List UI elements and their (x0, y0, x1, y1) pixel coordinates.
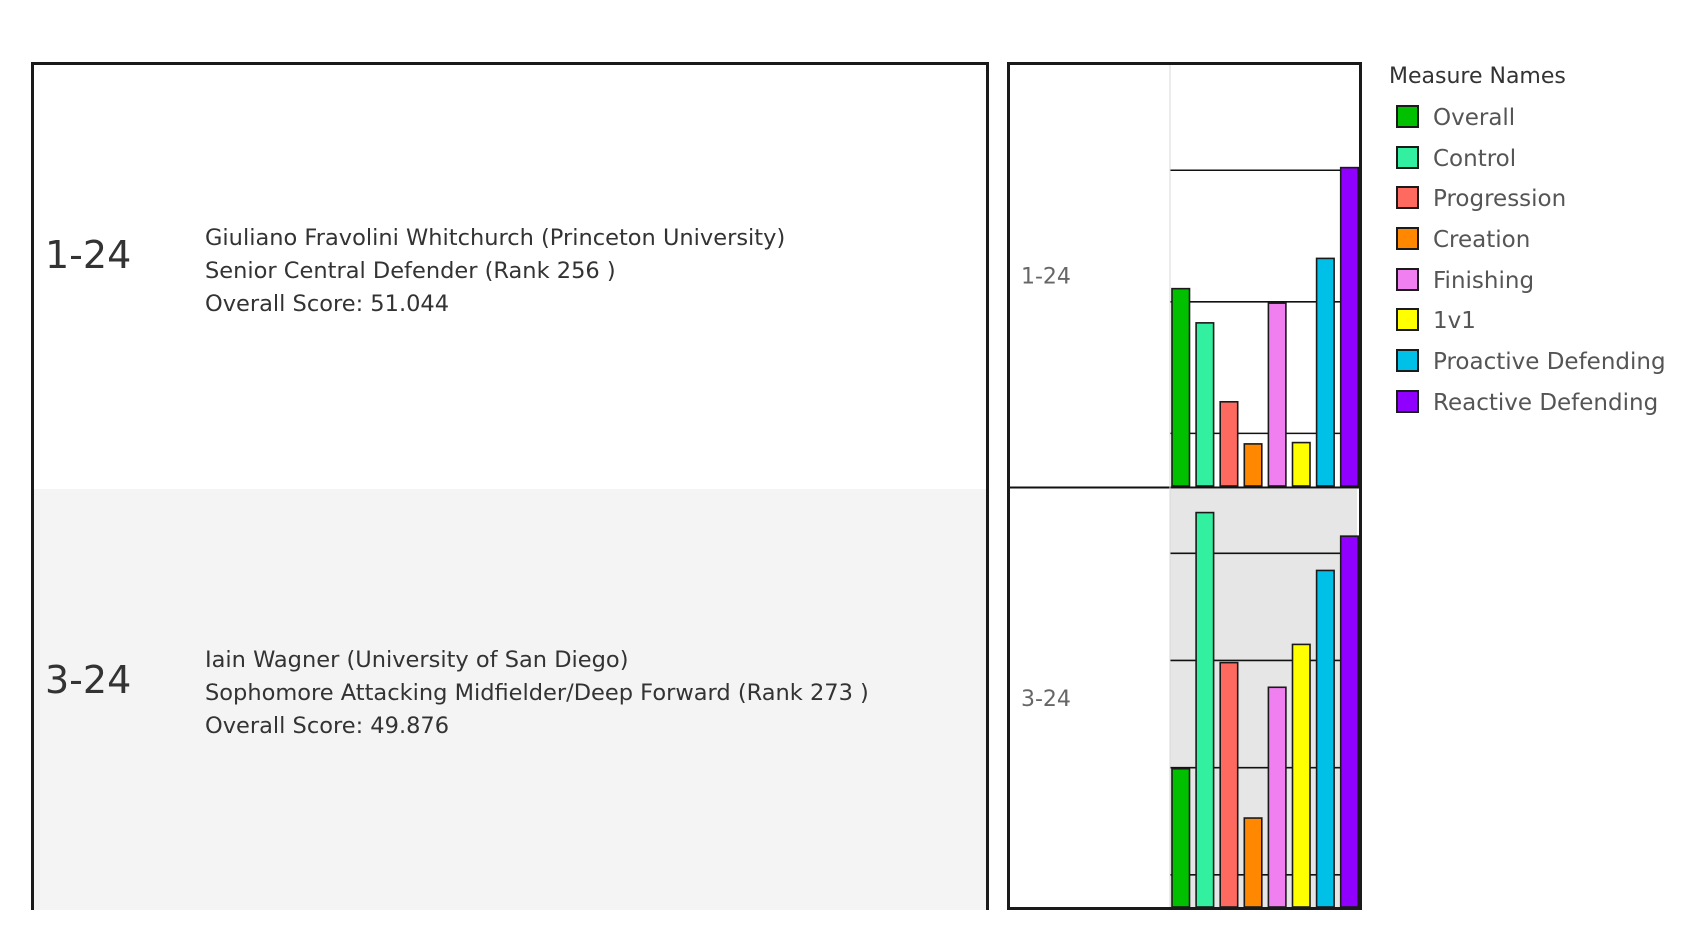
bar-chart-panel: 1-24 3-24 (1007, 62, 1362, 910)
bar-proactive-defending (1315, 257, 1335, 487)
legend-label: Proactive Defending (1433, 349, 1666, 376)
legend-item-overall[interactable]: Overall (1389, 103, 1689, 144)
legend-swatch (1396, 389, 1419, 413)
legend-item-proactive-defending[interactable]: Proactive Defending (1389, 347, 1689, 388)
legend-label: Control (1433, 145, 1517, 172)
legend-swatch (1396, 308, 1419, 332)
bar-creation (1243, 817, 1263, 907)
player-name: Iain Wagner (University of San Diego) (205, 647, 629, 673)
bar-reactive-defending (1339, 166, 1359, 487)
legend-label: Creation (1433, 227, 1531, 254)
player-overall-score: Overall Score: 49.876 (205, 713, 450, 739)
legend-label: Reactive Defending (1433, 389, 1659, 416)
legend-swatch (1396, 145, 1419, 169)
legend-item-progression[interactable]: Progression (1389, 184, 1689, 225)
legend-label: Overall (1433, 105, 1516, 131)
bar-finishing (1267, 686, 1287, 907)
legend-item-1v1[interactable]: 1v1 (1389, 306, 1689, 347)
legend-label: 1v1 (1433, 308, 1476, 335)
legend-item-reactive-defending[interactable]: Reactive Defending (1389, 388, 1689, 429)
bar-1v1 (1291, 441, 1311, 487)
bar-reactive-defending (1339, 535, 1359, 907)
legend-item-creation[interactable]: Creation (1389, 225, 1689, 266)
bar-control (1195, 322, 1215, 487)
bar-progression (1219, 661, 1239, 907)
bar-progression (1219, 400, 1239, 487)
bar-creation (1243, 443, 1263, 487)
table-row: 3-24 Iain Wagner (University of San Dieg… (34, 489, 986, 910)
legend-swatch (1396, 267, 1419, 291)
player-overall-score: Overall Score: 51.044 (205, 291, 450, 317)
row-id: 3-24 (45, 658, 132, 702)
row-label: 3-24 (1021, 687, 1071, 712)
player-info: Iain Wagner (University of San Diego) So… (205, 644, 869, 743)
player-info: Giuliano Fravolini Whitchurch (Princeton… (205, 222, 785, 321)
bar-overall (1171, 767, 1191, 907)
legend-label: Progression (1433, 186, 1567, 213)
bar-1v1 (1291, 643, 1311, 907)
row-label: 1-24 (1021, 265, 1071, 290)
bar-proactive-defending (1315, 569, 1335, 907)
bar-chart: 1-24 3-24 (1010, 65, 1359, 907)
player-table: 1-24 Giuliano Fravolini Whitchurch (Prin… (31, 62, 989, 910)
table-row: 1-24 Giuliano Fravolini Whitchurch (Prin… (34, 65, 986, 489)
legend-swatch (1396, 186, 1419, 210)
legend-swatch (1396, 105, 1419, 128)
legend-items: Overall Control Progression Creation Finishi… (1389, 103, 1689, 429)
legend: Measure Names Overall Control Progression C… (1389, 62, 1689, 429)
legend-swatch (1396, 349, 1419, 373)
legend-label: Finishing (1433, 267, 1535, 294)
bar-finishing (1267, 302, 1287, 487)
legend-item-control[interactable]: Control (1389, 144, 1689, 185)
player-position-rank: Sophomore Attacking Midfielder/Deep Forw… (205, 680, 869, 706)
bar-overall (1171, 287, 1191, 487)
player-name: Giuliano Fravolini Whitchurch (Princeton… (205, 225, 786, 251)
row-id: 1-24 (45, 233, 132, 277)
bar-control (1195, 511, 1215, 907)
legend-title: Measure Names (1389, 64, 1566, 89)
legend-swatch (1396, 227, 1419, 251)
legend-item-finishing[interactable]: Finishing (1389, 266, 1689, 307)
player-position-rank: Senior Central Defender (Rank 256 ) (205, 258, 616, 284)
